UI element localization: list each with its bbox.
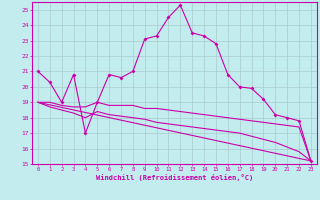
X-axis label: Windchill (Refroidissement éolien,°C): Windchill (Refroidissement éolien,°C) <box>96 174 253 181</box>
